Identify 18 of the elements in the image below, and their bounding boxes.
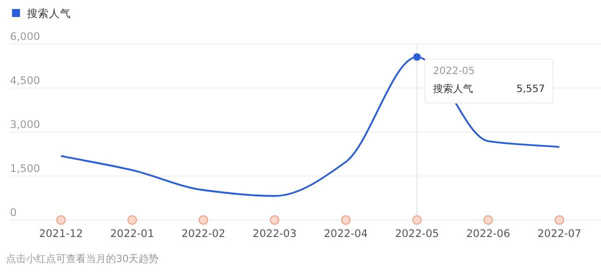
x-tick-label: 2022-02 bbox=[181, 228, 226, 240]
x-tick-label: 2022-03 bbox=[252, 228, 297, 240]
text: 点击小红点可查看当月的30天趋势 bbox=[6, 253, 159, 265]
x-tick-label: 2022-04 bbox=[324, 228, 368, 240]
x-tick-label: 2022-01 bbox=[110, 228, 154, 240]
y-tick-label: 6,000 bbox=[10, 31, 40, 43]
x-tick-label: 2022-05 bbox=[395, 228, 439, 240]
legend-label: 搜索人气 bbox=[27, 7, 71, 20]
x-tick-label: 2022-06 bbox=[466, 228, 510, 240]
text: 搜索人气 bbox=[433, 84, 473, 95]
y-tick-label: 4,500 bbox=[10, 75, 40, 87]
category-label: 2022-05 bbox=[433, 66, 475, 77]
y-tick-label: 3,000 bbox=[10, 119, 40, 131]
y-tick-label: 1,500 bbox=[10, 163, 40, 175]
x-tick-label: 2021-12 bbox=[39, 228, 83, 240]
y-tick-label: 0 bbox=[10, 207, 17, 219]
annotation: 5,557 bbox=[516, 84, 545, 95]
x-tick-label: 2022-07 bbox=[537, 228, 582, 240]
